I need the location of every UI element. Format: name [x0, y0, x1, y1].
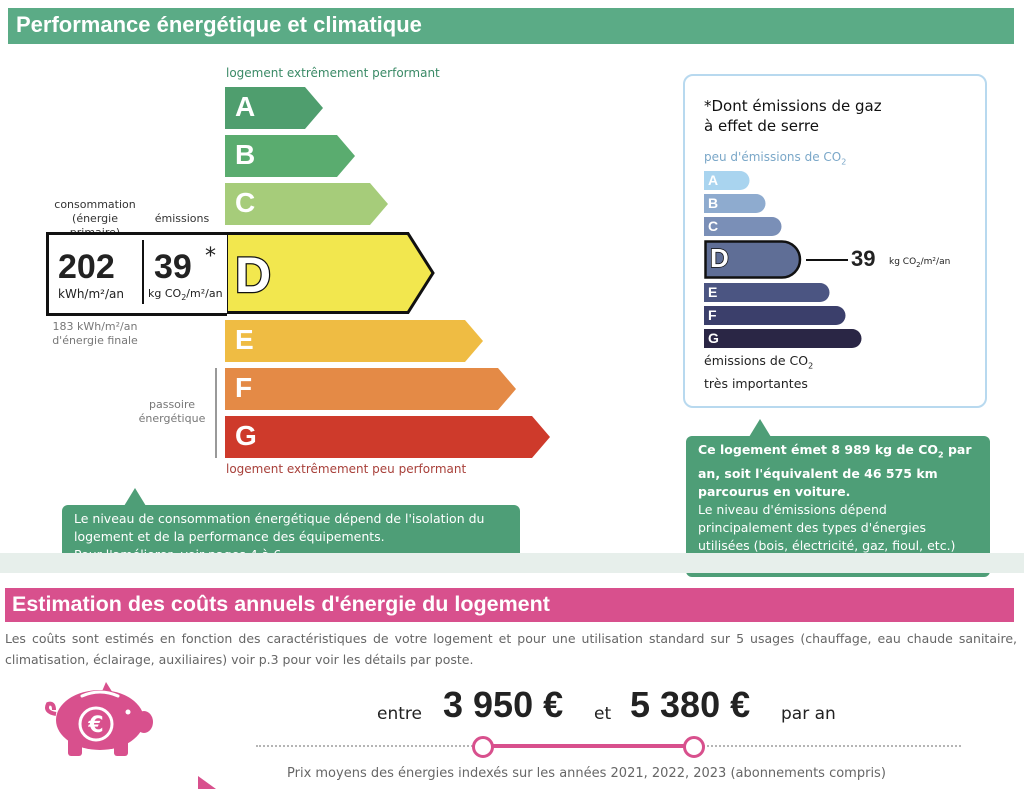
- energy-band-f: F: [225, 368, 518, 410]
- energy-band-letter: B: [235, 139, 256, 170]
- co2-unit: kg CO2/m²/an: [889, 257, 951, 269]
- co2-band-letter: A: [708, 172, 719, 188]
- energy-band-e: E: [225, 320, 485, 362]
- co2-bubble-bold-line: an, soit l'équivalent de 46 575 km: [698, 465, 938, 481]
- consumption-value: 202: [58, 248, 115, 286]
- consumption-unit: kWh/m²/an: [58, 287, 124, 301]
- co2-band-g: G: [704, 329, 862, 348]
- consumption-label: consommation(énergie primaire): [54, 198, 136, 239]
- co2-band-letter: C: [708, 218, 719, 234]
- emissions-star: *: [205, 244, 216, 269]
- energy-band-letter: C: [235, 187, 256, 218]
- energy-band-d-current: D: [225, 232, 437, 314]
- co2-value-connector: [806, 259, 848, 261]
- co2-band-d-current: D: [704, 240, 804, 279]
- section-header-bar: [8, 8, 1014, 44]
- svg-text:€: €: [87, 713, 103, 738]
- cost-between: entre: [377, 704, 422, 724]
- passoire-bracket: [215, 368, 217, 458]
- value-box: [46, 232, 227, 316]
- cost-per-year: par an: [781, 704, 836, 724]
- co2-bottom-label: émissions de CO2 très importantes: [704, 353, 814, 391]
- co2-bubble-bold-line: parcourus en voiture.: [698, 483, 851, 499]
- cost-range-bar: [482, 744, 693, 748]
- co2-band-letter: F: [708, 307, 717, 323]
- final-energy-label: 183 kWh/m²/an d'énergie finale: [52, 320, 138, 347]
- co2-bubble-line: utilisées (bois, électricité, gaz, fioul…: [698, 537, 956, 553]
- energy-band-a: A: [225, 87, 325, 129]
- co2-band-c: C: [704, 217, 782, 236]
- co2-bubble-line: principalement des types d'énergies: [698, 519, 926, 535]
- energy-band-g: G: [225, 416, 552, 458]
- passoire-label: passoire énergétique: [138, 398, 206, 425]
- co2-band-letter-current: D: [709, 242, 729, 274]
- co2-band-a: A: [704, 171, 750, 190]
- energy-band-letter: A: [235, 91, 256, 122]
- section-header-bar-costs: [5, 588, 1014, 622]
- co2-band-letter: B: [708, 195, 719, 211]
- energy-band-letter-current: D: [234, 246, 273, 305]
- co2-band-letter: G: [708, 330, 719, 346]
- cost-footer: Prix moyens des énergies indexés sur les…: [287, 766, 886, 781]
- cost-range-low-marker: [472, 736, 494, 758]
- piggy-bank-euro-icon: €: [45, 682, 153, 756]
- co2-value: 39: [851, 246, 876, 271]
- energy-band-letter: E: [235, 324, 254, 355]
- energy-bubble-line: Le niveau de consommation énergétique dé…: [74, 511, 485, 526]
- emissions-value: 39: [154, 248, 192, 286]
- energy-bubble-line: logement et de la performance des équipe…: [74, 529, 385, 544]
- section-title-performance: Performance énergétique et climatique: [16, 12, 422, 37]
- co2-band-e: E: [704, 283, 830, 302]
- co2-bubble-line: Le niveau d'émissions dépend: [698, 501, 887, 517]
- co2-top-label: peu d'émissions de CO2: [704, 150, 847, 167]
- section-separator: [0, 553, 1024, 573]
- co2-band-f: F: [704, 306, 846, 325]
- value-box-divider: [142, 240, 144, 304]
- co2-header: *Dont émissions de gaz à effet de serre: [704, 97, 882, 135]
- cost-range-high-marker: [683, 736, 705, 758]
- co2-bubble-pointer: [749, 419, 771, 437]
- section-title-costs: Estimation des coûts annuels d'énergie d…: [12, 592, 550, 616]
- cost-high: 5 380 €: [630, 684, 751, 725]
- cost-low: 3 950 €: [443, 684, 564, 725]
- energy-top-label: logement extrêmement performant: [226, 66, 440, 80]
- energy-bottom-label: logement extrêmement peu performant: [226, 462, 467, 476]
- emissions-unit: kg CO2/m²/an: [148, 287, 223, 303]
- co2-band-b: B: [704, 194, 766, 213]
- cost-and: et: [594, 704, 612, 724]
- energy-band-letter: F: [235, 372, 253, 403]
- next-arrow-icon: [198, 776, 216, 789]
- emissions-label: émissions: [154, 212, 210, 225]
- costs-description: Les coûts sont estimés en fonction des c…: [5, 631, 1017, 667]
- energy-band-c: C: [225, 183, 390, 225]
- bubble-pointer: [124, 488, 146, 506]
- co2-bubble-bold-line: Ce logement émet 8 989 kg de CO2 par: [698, 442, 972, 460]
- co2-band-letter: E: [708, 284, 718, 300]
- energy-band-b: B: [225, 135, 357, 177]
- energy-band-letter: G: [235, 420, 257, 451]
